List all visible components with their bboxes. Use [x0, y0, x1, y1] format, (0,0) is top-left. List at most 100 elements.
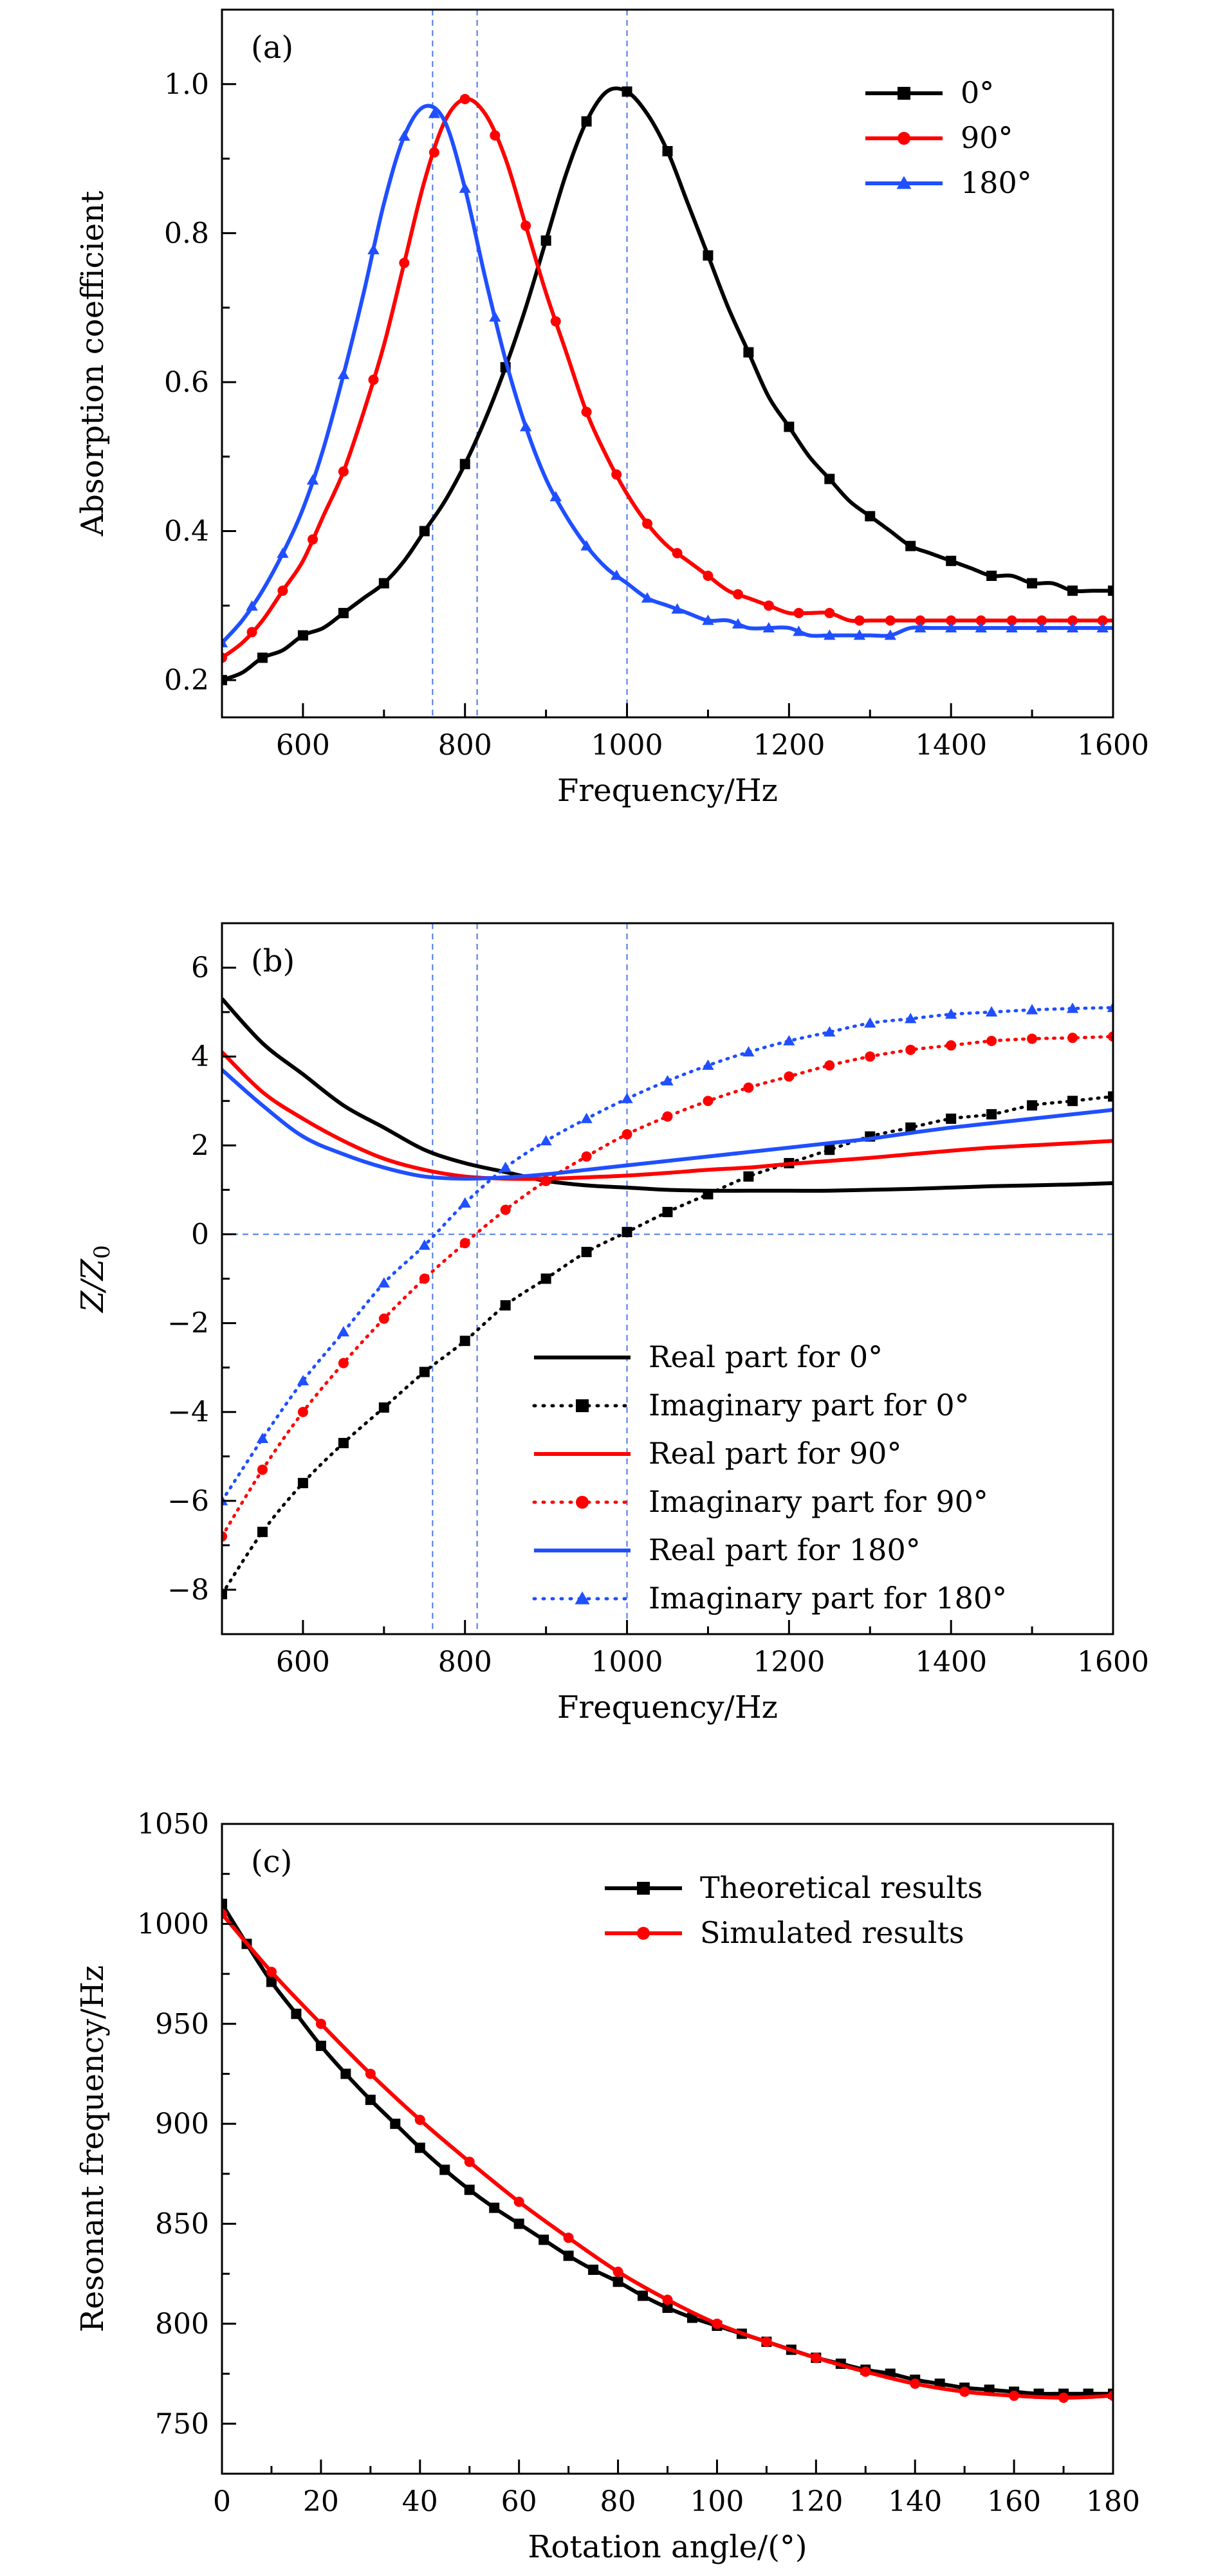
- data-point-0-1-23: [915, 615, 926, 626]
- data-point-0-2-17: [732, 618, 744, 629]
- data-point-1-5-7: [499, 1161, 511, 1172]
- data-point-2-1-0: [222, 1908, 227, 1919]
- data-point-0-1-19: [793, 607, 804, 618]
- panel-label-2: (c): [251, 1844, 292, 1880]
- data-point-0-1-2: [277, 585, 288, 596]
- y-tick-label-2-6: 1050: [137, 1808, 209, 1841]
- legend-marker-0-1: [898, 132, 910, 145]
- series-1-2: [222, 1051, 1113, 1181]
- data-point-1-3-6: [459, 1238, 470, 1249]
- data-point-1-5-5: [418, 1239, 430, 1250]
- series-1-0: [222, 997, 1113, 1193]
- y-tick-label-2-3: 900: [155, 2108, 209, 2140]
- legend-1: Real part for 0° Imaginary part for 0° Rea…: [532, 1339, 1007, 1615]
- data-point-1-3-17: [905, 1044, 916, 1055]
- axes-frame-1: [221, 922, 1114, 1635]
- data-point-1-5-8: [540, 1135, 552, 1146]
- data-point-0-2-4: [337, 369, 350, 380]
- data-point-2-1-3: [365, 2068, 376, 2079]
- data-point-2-1-18: [1108, 2390, 1113, 2401]
- legend-label-2-1: Simulated results: [700, 1915, 964, 1950]
- data-point-1-3-0: [222, 1531, 227, 1542]
- data-point-0-2-20: [824, 629, 836, 640]
- data-point-2-0-4: [315, 2040, 326, 2051]
- x-tick-label-1-3: 1200: [753, 1646, 825, 1679]
- x-tick-label-1-1: 800: [438, 1646, 492, 1679]
- data-point-1-1-20: [1027, 1100, 1038, 1111]
- data-point-0-0-12: [703, 250, 714, 261]
- series-1-4: [222, 1068, 1113, 1181]
- data-point-0-2-12: [580, 540, 593, 551]
- data-point-2-1-10: [712, 2318, 723, 2329]
- y-axis-label-1: Z/Z0: [75, 1245, 115, 1314]
- series-1-3: [222, 1031, 1113, 1542]
- data-point-0-0-17: [905, 540, 916, 551]
- data-point-1-1-2: [297, 1478, 308, 1489]
- data-point-2-1-2: [315, 2018, 326, 2029]
- data-point-1-1-3: [338, 1438, 349, 1449]
- data-point-1-1-15: [824, 1145, 835, 1155]
- plot-area-1: [222, 997, 1113, 1599]
- data-point-0-0-21: [1067, 585, 1078, 596]
- x-tick-label-2-2: 40: [402, 2485, 438, 2518]
- data-point-2-0-16: [613, 2276, 623, 2287]
- series-0-1: [222, 93, 1113, 663]
- data-point-0-1-16: [703, 571, 714, 581]
- x-tick-label-2-3: 60: [501, 2485, 537, 2518]
- data-point-0-1-4: [338, 466, 349, 477]
- y-tick-label-2-0: 750: [155, 2407, 209, 2440]
- data-point-0-2-27: [1036, 621, 1048, 632]
- data-point-0-2-13: [610, 569, 623, 580]
- data-point-0-2-26: [1006, 621, 1018, 632]
- x-tick-label-0-3: 1200: [753, 729, 825, 762]
- data-point-1-5-16: [864, 1017, 876, 1028]
- legend-label-1-3: Imaginary part for 90°: [649, 1484, 988, 1519]
- data-point-0-1-12: [581, 407, 592, 418]
- data-point-0-2-0: [222, 637, 228, 648]
- x-tick-label-2-9: 180: [1086, 2485, 1140, 2518]
- data-point-0-1-8: [459, 93, 470, 104]
- data-point-1-5-12: [702, 1059, 714, 1070]
- data-point-1-1-0: [222, 1588, 227, 1599]
- data-point-0-0-19: [986, 571, 997, 581]
- y-tick-label-1-1: −6: [167, 1485, 209, 1518]
- x-tick-label-2-4: 80: [600, 2485, 636, 2518]
- data-point-2-0-10: [464, 2184, 475, 2195]
- data-point-0-1-25: [975, 615, 986, 626]
- data-point-2-1-11: [761, 2336, 772, 2347]
- data-point-1-3-19: [986, 1036, 997, 1047]
- series-line-1-3: [222, 1035, 1113, 1538]
- series-line-1-0: [222, 997, 1113, 1193]
- data-point-2-1-13: [860, 2366, 871, 2377]
- data-point-1-1-8: [540, 1273, 551, 1284]
- y-tick-label-2-5: 1000: [137, 1908, 209, 1940]
- data-point-0-1-20: [824, 607, 835, 618]
- data-point-0-1-6: [399, 257, 410, 268]
- data-point-0-2-9: [489, 311, 501, 322]
- legend-label-0-2: 180°: [961, 165, 1032, 200]
- x-tick-label-2-7: 140: [888, 2485, 942, 2518]
- y-axis-label-sub-1: 0: [89, 1245, 115, 1259]
- series-0-0: [222, 86, 1113, 686]
- y-tick-label-2-1: 800: [155, 2308, 209, 2341]
- data-point-2-0-17: [638, 2290, 649, 2301]
- data-point-2-1-1: [266, 1966, 277, 1977]
- data-point-1-1-7: [500, 1300, 511, 1311]
- legend-marker-1-1: [576, 1399, 589, 1412]
- data-point-1-1-4: [378, 1402, 389, 1413]
- data-point-1-3-15: [824, 1060, 835, 1071]
- data-point-0-1-29: [1097, 615, 1108, 626]
- data-point-1-3-20: [1027, 1033, 1038, 1044]
- data-point-2-0-5: [340, 2068, 351, 2079]
- data-point-2-0-2: [266, 1976, 277, 1987]
- axes-frame-2: [221, 1823, 1114, 2475]
- data-point-0-2-15: [671, 603, 683, 614]
- legend-marker-1-3: [576, 1496, 589, 1509]
- legend-marker-2-0: [637, 1882, 650, 1895]
- y-axis-label-main-1: Z/Z: [75, 1258, 111, 1314]
- data-point-2-1-9: [662, 2294, 673, 2305]
- data-point-0-1-22: [885, 615, 896, 626]
- data-point-1-3-13: [743, 1082, 754, 1093]
- data-point-1-3-21: [1067, 1033, 1078, 1044]
- data-point-0-1-7: [428, 147, 439, 158]
